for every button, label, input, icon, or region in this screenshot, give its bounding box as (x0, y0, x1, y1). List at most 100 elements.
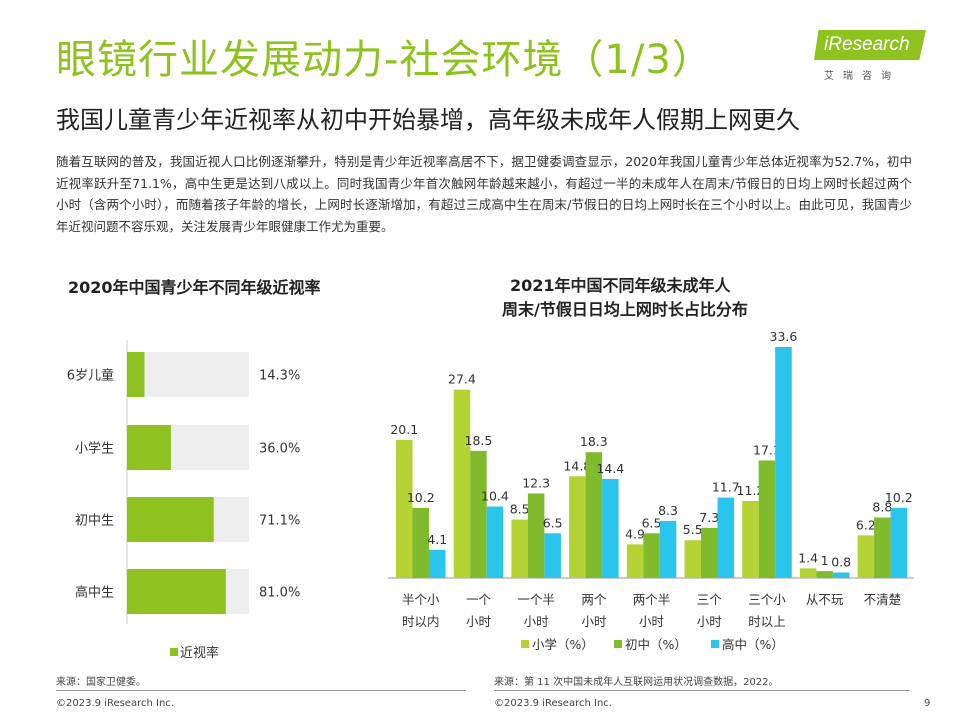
value-label: 14.8 (563, 458, 591, 473)
bar (127, 352, 145, 397)
category-label: 初中生 (75, 514, 114, 529)
logo-badge (814, 30, 926, 60)
bar (396, 439, 413, 578)
category-label: 一个 (466, 592, 492, 607)
page-subtitle: 我国儿童青少年近视率从初中开始暴增，高年级未成年人假期上网更久 (56, 106, 800, 134)
bar (775, 347, 792, 578)
bar (659, 520, 677, 578)
bar (127, 569, 226, 614)
value-label: 4.9 (625, 526, 645, 541)
category-label: 不清楚 (864, 592, 902, 607)
copyright-right: ©2023.9 iResearch Inc. (494, 698, 612, 709)
bar (127, 497, 214, 542)
value-label: 20.1 (390, 422, 418, 437)
source-right: 来源：第 11 次中国未成年人互联网运用状况调查数据，2022。 (494, 677, 779, 688)
legend-label: 高中（%） (722, 637, 784, 652)
value-label: 36.0% (259, 442, 300, 457)
category-label: 小时 (524, 614, 550, 629)
category-label: 一个半 (517, 592, 555, 607)
value-label: 8.3 (658, 503, 678, 518)
bar (602, 479, 619, 578)
legend-label: 小学（%） (532, 637, 594, 652)
iresearch-logo: iResearch 艾瑞咨询 (814, 30, 929, 85)
intro-paragraph: 随着互联网的普及，我国近视人口比例逐渐攀升，特别是青少年近视率高居不下，据卫健委… (56, 154, 912, 234)
value-label: 14.4 (596, 461, 624, 476)
value-label: 4.1 (427, 532, 447, 547)
bar (527, 493, 545, 578)
source-left: 来源：国家卫健委。 (56, 677, 146, 688)
category-label: 从不玩 (806, 592, 844, 607)
category-label: 半个小 (402, 592, 440, 607)
bar (453, 389, 471, 578)
category-label: 小学生 (75, 441, 114, 457)
legend-swatch (170, 648, 178, 656)
value-label: 1 (821, 553, 829, 568)
legend-label: 初中（%） (625, 637, 687, 652)
bar (429, 549, 446, 578)
value-label: 1.4 (798, 550, 818, 565)
bar (544, 533, 561, 578)
legend-swatch (614, 640, 622, 648)
value-label: 17.1 (753, 442, 781, 457)
value-label: 10.4 (481, 489, 509, 504)
value-label: 11.2 (737, 483, 765, 498)
bar (511, 519, 528, 578)
value-label: 11.7 (712, 480, 740, 495)
category-label: 时以内 (402, 614, 440, 629)
bar-track (127, 569, 249, 614)
value-label: 8.8 (872, 500, 892, 515)
bar (643, 533, 660, 578)
category-label: 小时 (466, 614, 492, 629)
logo-text: iResearch (824, 34, 910, 55)
value-label: 6.5 (642, 515, 662, 530)
value-label: 12.3 (522, 475, 550, 490)
bar (857, 535, 875, 578)
value-label: 0.8 (831, 555, 851, 570)
bar (486, 506, 504, 578)
right-chart-title-line1: 2021年中国不同年级未成年人 (510, 276, 731, 295)
value-label: 27.4 (448, 372, 476, 387)
bar (832, 572, 850, 578)
category-label: 6岁儿童 (67, 368, 114, 384)
footer-divider-left (56, 690, 466, 691)
legend-swatch (521, 640, 529, 648)
bar-track (127, 425, 249, 470)
bar (890, 507, 908, 578)
legend-label: 近视率 (180, 645, 219, 661)
bar-track (127, 352, 249, 397)
category-label: 两个半 (633, 592, 671, 607)
logo-subtext: 艾瑞咨询 (824, 71, 900, 82)
category-label: 三个小 (748, 592, 786, 607)
value-label: 7.3 (699, 510, 719, 525)
value-label: 6.5 (543, 515, 563, 530)
bar (701, 527, 718, 578)
bar (742, 501, 759, 578)
bar (412, 507, 429, 578)
value-label: 10.2 (885, 490, 913, 505)
page-number: 9 (924, 698, 931, 709)
legend-swatch (711, 640, 719, 648)
value-label: 71.1% (259, 514, 300, 529)
value-label: 18.3 (580, 434, 608, 449)
footer-divider-right (494, 690, 910, 691)
category-label: 小时 (639, 614, 665, 629)
bar (799, 568, 817, 578)
bar (470, 450, 487, 578)
bar-track (127, 497, 249, 542)
bar (758, 460, 776, 578)
category-label: 两个 (581, 592, 607, 607)
value-label: 5.5 (683, 522, 703, 537)
value-label: 33.6 (770, 329, 798, 344)
copyright-left: ©2023.9 iResearch Inc. (56, 698, 174, 709)
category-label: 小时 (581, 614, 607, 629)
bar (684, 540, 701, 578)
category-label: 高中生 (75, 585, 114, 601)
bar (127, 425, 171, 470)
bar (585, 452, 603, 578)
right-chart-title-line2: 周末/节假日日均上网时长占比分布 (502, 300, 748, 319)
bar (626, 544, 644, 578)
bar (717, 497, 734, 578)
value-label: 6.2 (856, 517, 876, 532)
value-label: 10.2 (407, 490, 435, 505)
value-label: 14.3% (259, 369, 300, 384)
